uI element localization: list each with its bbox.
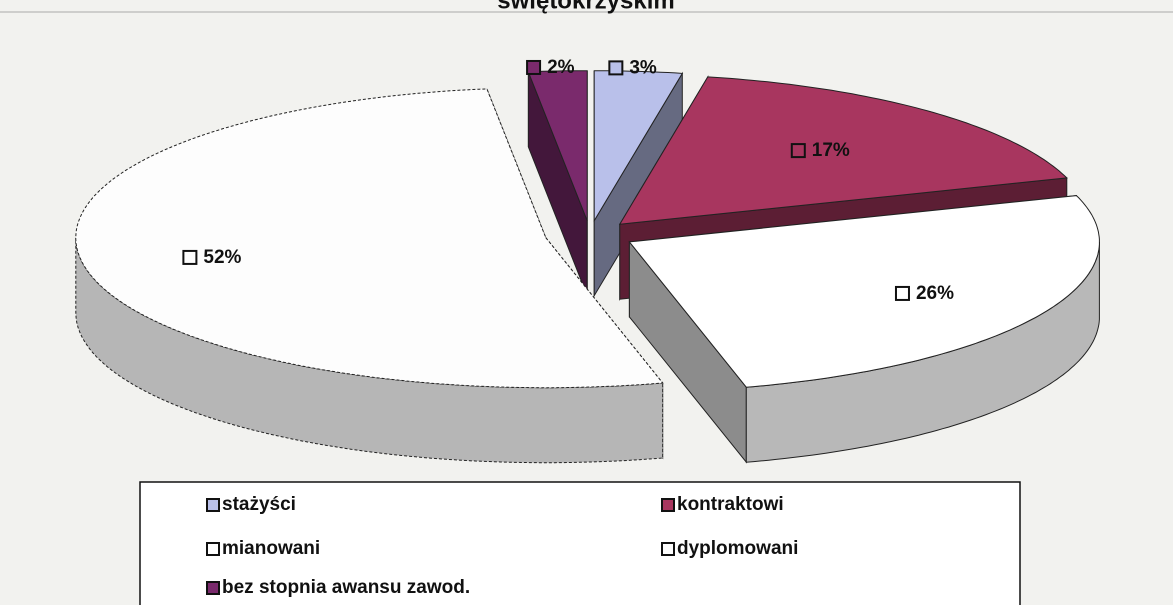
data-label: 26% bbox=[916, 283, 954, 304]
label-swatch bbox=[182, 249, 198, 265]
legend-box bbox=[139, 481, 1021, 605]
data-label: 17% bbox=[812, 140, 850, 161]
slice bbox=[618, 76, 1068, 225]
chart-title: świętokrzyskim bbox=[497, 0, 674, 14]
label-swatch bbox=[526, 59, 542, 75]
data-label: 2% bbox=[547, 57, 575, 78]
legend-label: stażyści bbox=[222, 494, 296, 515]
legend-swatch bbox=[206, 498, 220, 512]
legend-label: bez stopnia awansu zawod. bbox=[222, 577, 470, 598]
legend-swatch bbox=[206, 581, 220, 595]
slice-side bbox=[75, 237, 664, 464]
data-label: 3% bbox=[629, 57, 657, 78]
slice bbox=[75, 88, 664, 389]
legend-label: kontraktowi bbox=[677, 494, 784, 515]
legend-label: mianowani bbox=[222, 538, 320, 559]
legend-swatch bbox=[661, 498, 675, 512]
slice bbox=[593, 70, 684, 223]
slice bbox=[628, 195, 1100, 388]
label-swatch bbox=[790, 143, 806, 159]
label-swatch bbox=[894, 285, 910, 301]
legend-swatch bbox=[661, 542, 675, 556]
label-swatch bbox=[608, 60, 624, 76]
legend-swatch bbox=[206, 542, 220, 556]
data-label: 52% bbox=[203, 247, 241, 268]
legend-label: dyplomowani bbox=[677, 538, 798, 559]
